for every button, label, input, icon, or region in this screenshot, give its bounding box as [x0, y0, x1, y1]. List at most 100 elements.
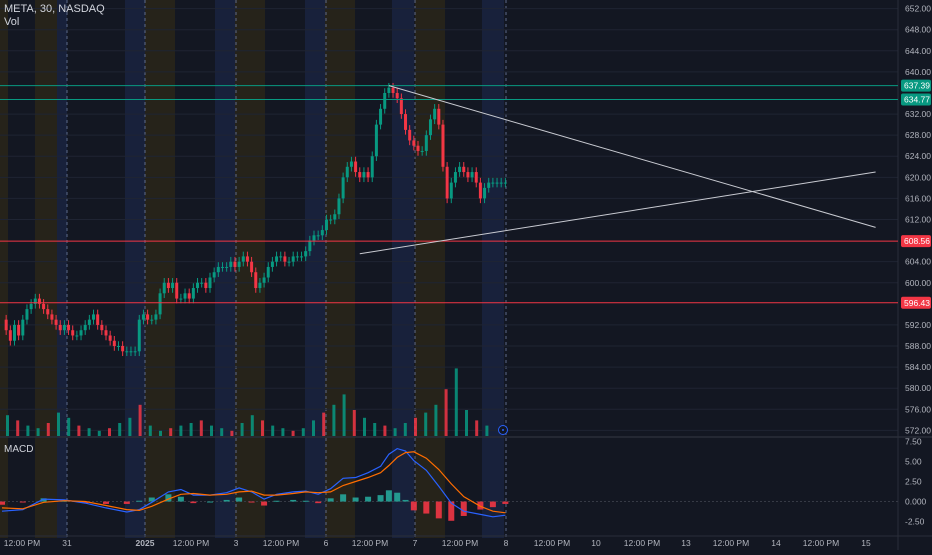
- scroll-to-realtime-icon[interactable]: [498, 425, 508, 435]
- macd-histogram-bar: [448, 501, 455, 521]
- macd-tick-label: -2.50: [905, 517, 925, 527]
- volume-bars: [6, 368, 489, 436]
- time-tick-label: 12:00 PM: [352, 538, 388, 548]
- time-axis[interactable]: 12:00 PM 31 2025 12:00 PM 3 12:00 PM 6 12:00 PM…: [4, 538, 871, 548]
- macd-histogram-bar: [377, 495, 384, 502]
- volume-bar: [454, 368, 458, 436]
- volume-bar: [210, 425, 213, 436]
- candle-body: [254, 272, 258, 289]
- candle-body: [154, 314, 158, 320]
- volume-bar: [291, 430, 295, 436]
- volume-bar: [301, 428, 305, 436]
- macd-histogram-bar: [148, 497, 155, 502]
- candle-body: [304, 251, 308, 257]
- candle-body: [478, 182, 482, 199]
- price-tick-label: 644.00: [905, 46, 931, 56]
- candle-body: [258, 282, 262, 289]
- candle-body: [125, 351, 129, 353]
- macd-pane: [0, 447, 898, 521]
- time-tick-label: 14: [771, 538, 781, 548]
- volume-bar: [108, 428, 111, 436]
- time-tick-label: 12:00 PM: [263, 538, 299, 548]
- candle-body: [29, 303, 33, 310]
- candle-body: [395, 92, 399, 99]
- session-band: [415, 0, 445, 538]
- macd-legend[interactable]: MACD: [4, 444, 34, 455]
- candle-body: [391, 87, 395, 93]
- volume-bar: [128, 417, 132, 436]
- candle-body: [354, 161, 358, 173]
- candle-body: [250, 261, 254, 273]
- candle-body: [216, 266, 220, 273]
- volume-bar: [26, 425, 30, 436]
- candle-body: [162, 282, 166, 294]
- candle-body: [275, 256, 279, 262]
- candle-body: [495, 182, 499, 184]
- candle-body: [233, 261, 237, 267]
- session-band: [125, 0, 145, 538]
- session-bands: [0, 0, 504, 538]
- trendlines[interactable]: [359, 85, 876, 255]
- volume-bar: [57, 412, 60, 436]
- volume-bar: [342, 394, 346, 436]
- macd-histogram-bar: [261, 501, 268, 506]
- candle-body: [270, 261, 274, 267]
- time-tick-label: 12:00 PM: [713, 538, 749, 548]
- time-tick-label: 6: [324, 538, 329, 548]
- macd-histogram-bar: [315, 501, 322, 504]
- volume-bar: [312, 420, 315, 436]
- candle-body: [279, 256, 283, 258]
- candle-body: [399, 98, 403, 115]
- volume-bar: [87, 428, 91, 436]
- price-tag: [901, 79, 931, 92]
- candle-body: [25, 309, 29, 320]
- volume-bar: [199, 420, 203, 436]
- macd-histogram-bar: [0, 501, 5, 505]
- horizontal-levels[interactable]: [0, 85, 898, 304]
- price-tick-label: 580.00: [905, 383, 931, 393]
- volume-bar: [240, 423, 244, 436]
- session-band: [57, 0, 67, 538]
- macd-histogram-bar: [402, 499, 409, 502]
- candle-body: [129, 351, 133, 353]
- volume-bar: [332, 404, 336, 436]
- price-tick-label: 572.00: [905, 425, 931, 435]
- candle-body: [312, 235, 316, 241]
- candle-body: [112, 340, 116, 347]
- volume-bar: [414, 417, 417, 436]
- price-tag: [901, 235, 931, 248]
- candle-body: [349, 161, 353, 167]
- symbol-legend[interactable]: META, 30, NASDAQ: [4, 3, 105, 15]
- macd-histogram-bar: [290, 499, 297, 502]
- volume-bar: [475, 420, 479, 436]
- volume-bar: [36, 428, 40, 436]
- candle-body: [453, 172, 457, 183]
- volume-bar: [281, 428, 285, 436]
- candle-body: [445, 166, 449, 199]
- trendline: [359, 171, 876, 255]
- candle-body: [466, 172, 470, 178]
- macd-histogram-bar: [435, 501, 442, 519]
- candle-body: [121, 346, 125, 352]
- candle-body: [175, 282, 179, 299]
- volume-bar: [148, 425, 152, 436]
- volume-legend[interactable]: Vol: [4, 16, 20, 28]
- price-tick-label: 648.00: [905, 25, 931, 35]
- candle-body: [208, 277, 212, 289]
- volume-bar: [352, 410, 356, 436]
- candle-body: [21, 319, 25, 336]
- macd-histogram-bar: [136, 500, 143, 502]
- macd-histogram-bar: [410, 501, 417, 511]
- candle-body: [71, 330, 75, 336]
- price-axis[interactable]: 652.00 648.00 644.00 640.00 632.00 628.00 624.…: [901, 4, 931, 527]
- volume-bar: [403, 423, 407, 436]
- time-tick-label: 12:00 PM: [173, 538, 209, 548]
- candle-body: [487, 182, 491, 188]
- price-tick-label: 624.00: [905, 151, 931, 161]
- price-tick-label: 600.00: [905, 278, 931, 288]
- candle-body: [470, 172, 474, 178]
- time-tick-label: 8: [504, 538, 509, 548]
